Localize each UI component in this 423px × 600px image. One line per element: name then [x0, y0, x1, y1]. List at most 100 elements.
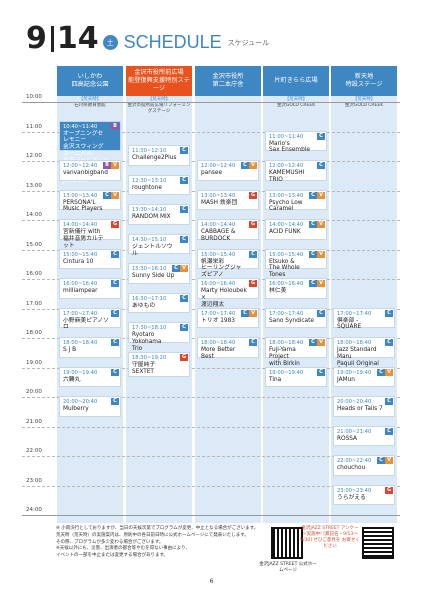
stage-name-line: 能登復興支援特別ステージ	[128, 77, 190, 92]
event-artist: Mulberry	[63, 406, 89, 412]
hour-label: 23:00	[26, 477, 42, 484]
event-card[interactable]: 12:00~12:40 pansee C V	[197, 160, 259, 181]
event-card[interactable]: 16:00~16:40 林仁美 C V	[265, 278, 327, 299]
stage-header: 片町きらら広場	[263, 66, 329, 96]
weekday-badge: 土	[102, 35, 118, 50]
genre-badge: G	[249, 191, 257, 199]
hour-label: 17:00	[26, 300, 42, 307]
event-card[interactable]: 17:30~18:10 Ryotaro Yokohama Trio C	[128, 322, 190, 352]
page-title: SCHEDULE	[123, 32, 222, 52]
event-card[interactable]: 22:00~22:40 chouchou C V	[333, 455, 395, 476]
stage-name-line: いしかわ	[77, 73, 103, 80]
genre-badge: V	[249, 309, 257, 317]
hour-label: 10:00	[26, 94, 42, 100]
event-card[interactable]: 17:00~17:40 小野麻美ピアノソロ C	[59, 307, 121, 330]
event-card[interactable]: 18:30~19:20 守屋純子 SEXTET G	[128, 351, 190, 378]
genre-badge: V	[249, 162, 257, 169]
stage-name-line: 四高記念公園	[71, 81, 109, 88]
hour-label: 22:00	[26, 448, 42, 454]
genre-badge: C	[385, 398, 393, 405]
event-time: 18:00~18:40	[201, 340, 236, 346]
event-card[interactable]: 16:30~17:10 あゆもの C	[128, 292, 190, 314]
stage-rain-note: 【荒天時】 金沢GOLD CREEK	[263, 97, 329, 109]
event-card[interactable]: 14:30~15:10 ジェントルソウル C	[128, 233, 190, 257]
hour-label: 21:00	[26, 418, 42, 425]
event-card[interactable]: 14:00~14:40 CABBAGE & BURDOCK G	[197, 219, 259, 242]
event-artist: 倶楽部 - SQUARE	[337, 317, 362, 331]
event-card[interactable]: 11:00~11:40 Mario's Sax Ensemble C	[265, 130, 327, 153]
genre-badge: V	[317, 250, 325, 258]
stage-rain-note: 【荒天時】 石川県教育会館	[57, 97, 123, 109]
genre-badge: C	[111, 398, 119, 405]
event-card[interactable]: 16:00~16:40 milliampear C	[59, 278, 121, 299]
event-card[interactable]: 23:00~23:40 うらがえる G	[333, 484, 395, 506]
event-artist: 六轉丸	[63, 376, 81, 383]
event-artist: Cintura 10	[63, 258, 94, 265]
event-card[interactable]: 18:00~18:40 More Better Best C	[197, 337, 259, 360]
event-card[interactable]: 13:00~13:40 PERSONA'L Music Players C V	[59, 189, 121, 212]
genre-badge: C	[309, 339, 317, 346]
event-card[interactable]: 13:00~13:40 MASH 鉄楽団 G	[197, 189, 259, 211]
hour-label: 12:00	[26, 153, 42, 159]
event-card[interactable]: 15:00~15:40 帆瀬栄彩 ヒーリングジャズピアノ C	[197, 248, 259, 278]
hour-line	[22, 515, 400, 516]
genre-badge: C	[317, 368, 325, 376]
hour-label: 24:00	[26, 507, 42, 513]
event-card[interactable]: 18:00~18:40 Jazz Standard Maru Paquli Ori…	[333, 337, 395, 373]
genre-badge: G	[180, 353, 188, 361]
event-card[interactable]: 20:00~20:40 Mulberry C	[59, 396, 121, 417]
event-time: 17:30~18:10	[132, 325, 167, 332]
event-time: 22:00~22:40	[337, 458, 372, 464]
event-time: 18:00~18:40	[63, 340, 98, 346]
event-card[interactable]: 15:00~15:40 Etsuko & The Whole Tones C V	[265, 248, 327, 278]
event-artist: あゆもの	[132, 302, 156, 309]
genre-badge: C	[180, 324, 188, 332]
event-artist: vanvanbigband	[63, 170, 108, 176]
schedule-header: 9 14 土 SCHEDULE スケジュール	[26, 20, 269, 54]
event-time: 13:00~13:40	[63, 192, 98, 199]
event-artist: 宮新儀行 with 福井音男カルテット	[63, 229, 104, 249]
event-card[interactable]: 14:00~14:40 ACID FUNK C V	[265, 219, 327, 240]
event-time: 14:00~14:40	[201, 222, 236, 228]
event-artist: JAMun	[337, 376, 355, 383]
event-card[interactable]: 17:00~17:40 トリオ 1983 C V	[197, 307, 259, 329]
genre-badge: C	[180, 176, 188, 184]
qr-homepage-label: 金沢JAZZ STREET 公式ホームページ	[259, 562, 317, 573]
event-card[interactable]: 12:30~13:10 roughtone C	[128, 174, 190, 196]
event-card[interactable]: 15:00~15:40 Cintura 10 C	[59, 248, 121, 270]
genre-badge: G	[249, 221, 257, 228]
event-card[interactable]: 17:00~17:40 倶楽部 - SQUARE C	[333, 307, 395, 331]
rain-note-venue: 金沢市役所前広場リフォーミングステージ	[127, 103, 191, 114]
event-card[interactable]: 16:00~16:40 Marty Holoubek × 渡辺翔太 G	[197, 278, 259, 308]
hour-label: 15:00	[26, 241, 42, 248]
event-card[interactable]: 12:00~12:40 vanvanbigband B V	[59, 160, 121, 181]
event-card[interactable]: 13:00~13:40 Psycho Low Caramel C V	[265, 189, 327, 212]
event-artist: MASH 鉄楽団	[201, 199, 238, 206]
hour-label: 16:00	[26, 271, 42, 277]
genre-badge: C	[111, 250, 119, 258]
event-time: 13:30~14:10	[132, 207, 167, 214]
qr-code-homepage[interactable]	[271, 527, 303, 559]
event-card[interactable]: 13:30~14:10 RANDOM MIX C	[128, 204, 190, 225]
event-card[interactable]: 17:00~17:40 Sano Syndicate C	[265, 307, 327, 329]
event-card[interactable]: 18:00~18:40 Fuji-Yama Project with Birkin…	[265, 337, 327, 367]
genre-badge: C	[385, 309, 393, 317]
genre-badge: V	[317, 191, 325, 199]
event-card[interactable]: 19:00~19:40 六轉丸 C	[59, 366, 121, 388]
event-card[interactable]: 14:00~14:40 宮新儀行 with 福井音男カルテット G	[59, 219, 121, 249]
genre-badge: C	[309, 250, 317, 258]
genre-badge: C	[241, 162, 249, 169]
event-card[interactable]: 12:00~12:40 KAMEMUSHI TRIO C	[265, 160, 327, 183]
event-card[interactable]: 15:30~16:10 Sunny Side Up C V	[128, 263, 190, 284]
event-card[interactable]: 11:30~12:10 Challenge2Plus C	[128, 145, 190, 166]
genre-badge: C	[180, 147, 188, 155]
event-card[interactable]: 19:00~19:40 Tina C	[265, 366, 327, 388]
event-card[interactable]: 19:00~19:40 JAMun C V	[333, 366, 395, 388]
rain-note-tag: 【荒天時】	[284, 97, 308, 102]
event-card[interactable]: 18:00~18:40 S J B C	[59, 337, 121, 358]
event-time: 16:00~16:40	[201, 281, 236, 287]
qr-code-survey[interactable]	[362, 527, 394, 559]
event-card[interactable]: 21:00~21:40 ROSSA C	[333, 425, 395, 447]
